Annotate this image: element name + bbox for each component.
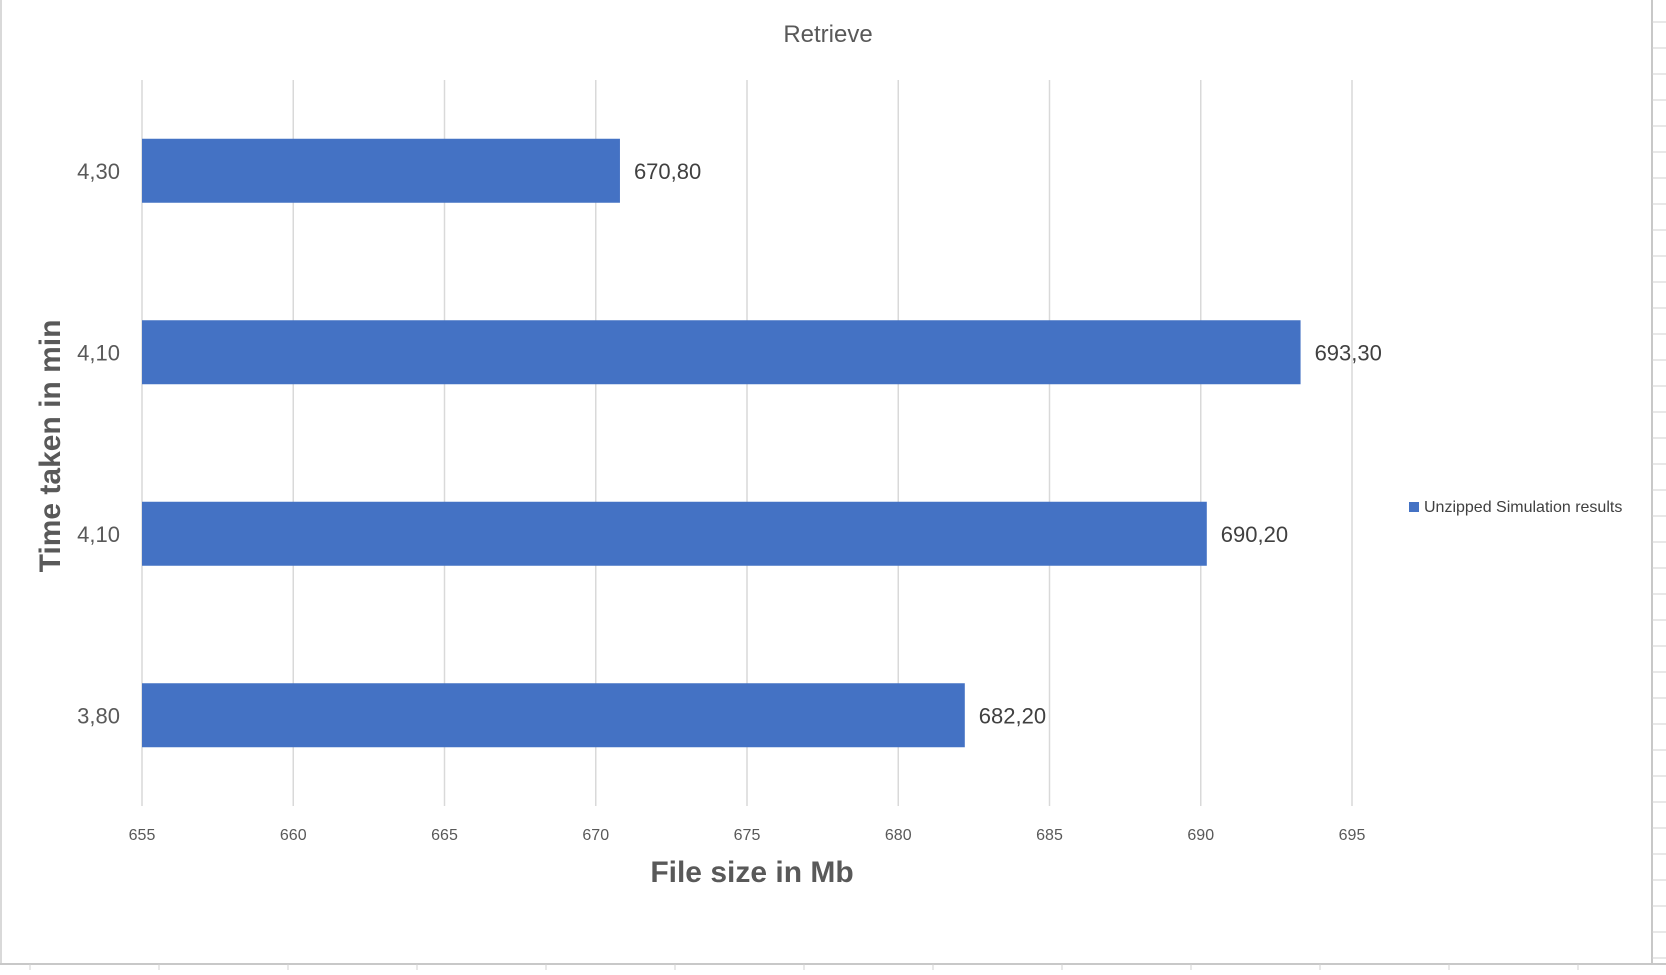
legend-swatch [1409,502,1419,512]
x-tick-label-690: 690 [1187,827,1214,844]
y-axis-ticks: 4,30 4,10 4,10 3,80 [77,159,120,729]
x-axis-ticks: 655 660 665 670 675 680 685 690 695 [129,827,1366,844]
chart-title: Retrieve [783,21,872,48]
x-tick-label-695: 695 [1339,827,1366,844]
bars-group [142,138,1301,748]
legend-label: Unzipped Simulation results [1424,499,1622,516]
x-tick-label-655: 655 [129,827,156,844]
bar-3 [142,501,1207,566]
data-label-4: 682,20 [979,703,1046,728]
y-tick-label-3: 4,10 [77,522,120,547]
y-tick-label-2: 4,10 [77,340,120,365]
data-label-1: 670,80 [634,159,701,184]
x-tick-label-680: 680 [885,827,912,844]
y-tick-label-1: 4,30 [77,159,120,184]
legend: Unzipped Simulation results [1409,499,1622,516]
x-tick-label-670: 670 [582,827,609,844]
data-label-2: 693,30 [1315,340,1382,365]
x-tick-label-665: 665 [431,827,458,844]
bar-4 [142,683,965,748]
x-tick-label-660: 660 [280,827,307,844]
x-tick-label-675: 675 [734,827,761,844]
bar-2 [142,320,1301,385]
data-labels-group: 670,80 693,30 690,20 682,20 [634,159,1382,729]
data-label-3: 690,20 [1221,522,1288,547]
x-tick-label-685: 685 [1036,827,1063,844]
y-tick-label-4: 3,80 [77,703,120,728]
bar-1 [142,138,620,203]
y-axis-label: Time taken in min [34,320,67,573]
x-axis-label: File size in Mb [650,856,853,889]
